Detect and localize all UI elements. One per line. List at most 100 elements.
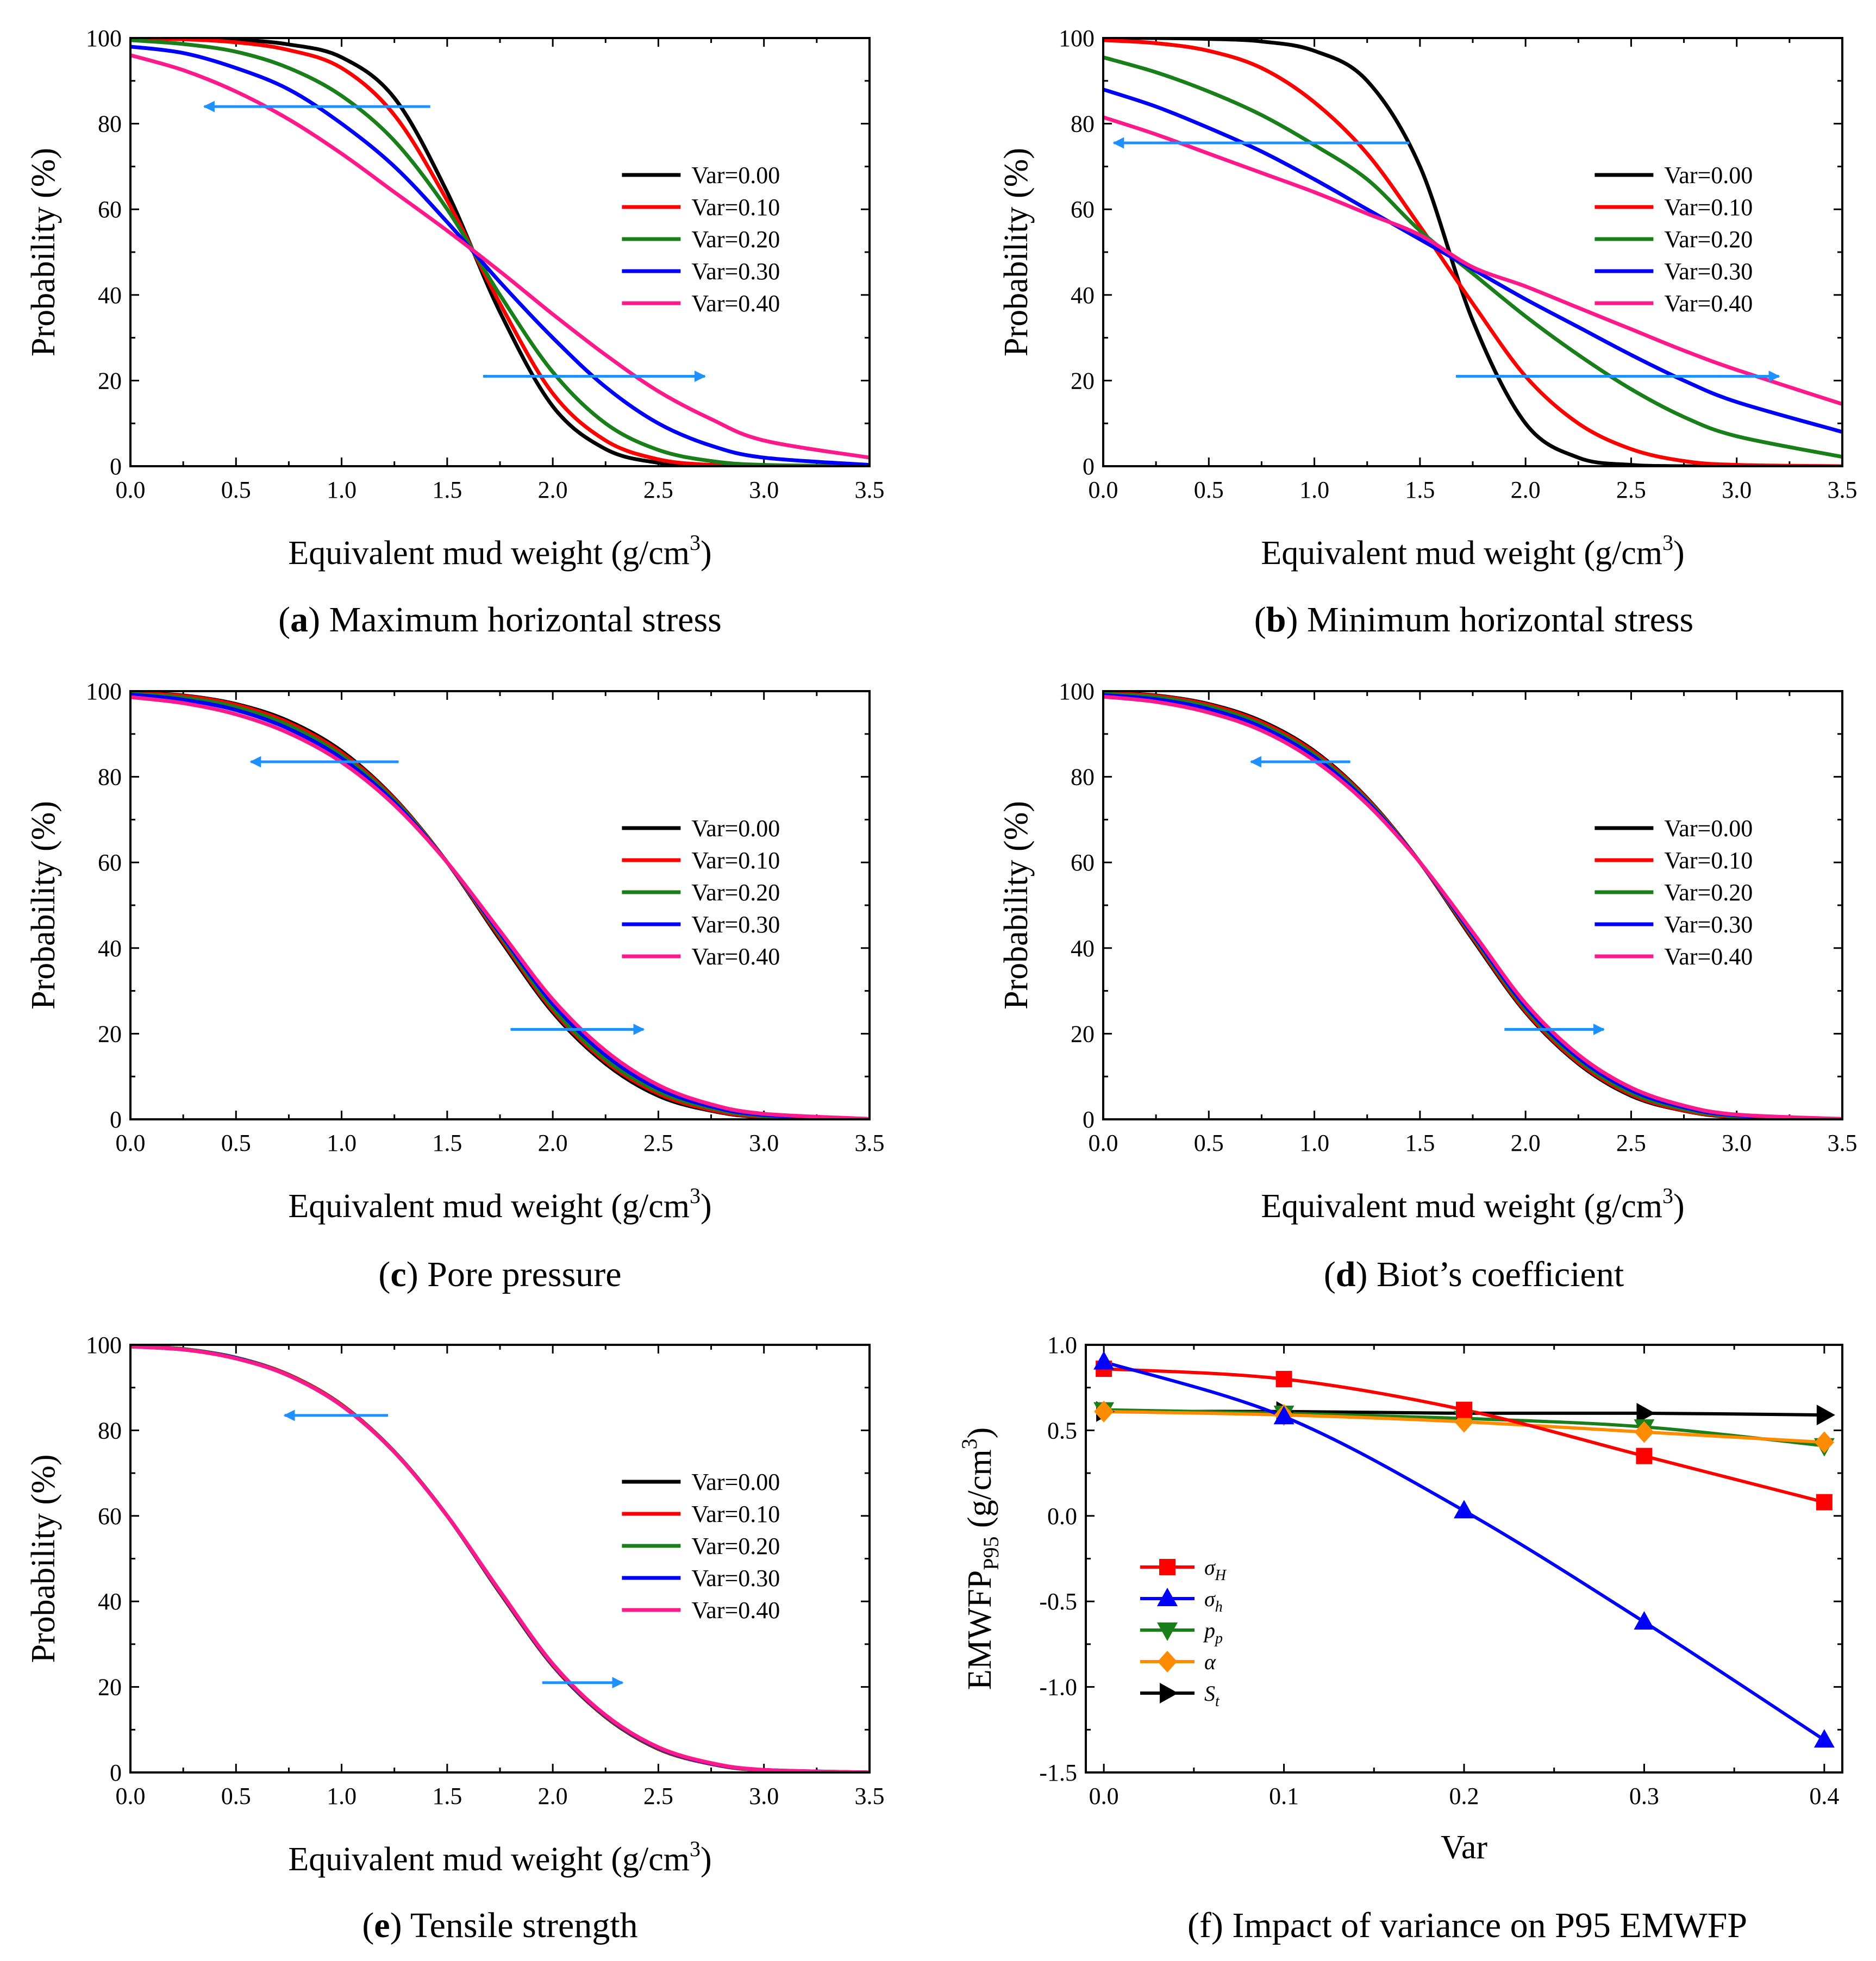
plot-frame (129, 1344, 871, 1774)
legend-label: Var=0.10 (1664, 847, 1753, 874)
marker-triangle-up (1273, 1406, 1295, 1425)
marker-diamond (1814, 1431, 1834, 1453)
x-axis-label: Equivalent mud weight (g/cm3) (1261, 1183, 1684, 1225)
y-axis-label: EMWFPP95 (g/cm3) (957, 1427, 1003, 1690)
y-axis-label: Probability (%) (25, 148, 62, 356)
series-line-Var-0.30 (130, 692, 870, 1119)
x-tick-label: 1.0 (327, 1783, 357, 1809)
caption-close: ) (308, 600, 320, 640)
panel-caption: (e) Tensile strength (362, 1906, 637, 1945)
x-tick-label: 0.5 (1194, 477, 1224, 503)
x-tick-label: 2.5 (643, 1130, 673, 1156)
series-line-Var-0.20 (1103, 55, 1842, 459)
x-tick-label: 1.0 (327, 477, 357, 503)
series-line-Var-0.10 (130, 691, 870, 1119)
legend-symbol: σ (1204, 1555, 1216, 1580)
series-line-Var-0.40 (130, 695, 870, 1119)
plot-frame (129, 690, 871, 1120)
legend-label: Var=0.00 (691, 162, 780, 189)
x-tick-label: 3.0 (749, 1783, 779, 1809)
series-line-Var-0.40 (1103, 115, 1842, 406)
caption-open: ( (378, 1255, 390, 1294)
x-axis-label-main: Equivalent mud weight (g/cm (288, 1841, 690, 1878)
marker-diamond (1158, 1651, 1177, 1672)
x-tick-label: 2.5 (1616, 477, 1646, 503)
series-group (1103, 691, 1842, 1119)
x-tick-label: 0.0 (116, 1130, 146, 1156)
legend-label: Var=0.20 (1664, 226, 1753, 253)
series-line-Var-0.30 (130, 45, 870, 466)
caption-close: ) (1356, 1255, 1368, 1294)
y-tick-label: 100 (1059, 678, 1095, 705)
x-axis-label-sup: 3 (690, 1183, 701, 1208)
x-tick-label: 0.0 (116, 1783, 146, 1809)
y-axis-label: Probability (%) (25, 1455, 62, 1663)
x-axis-label-end: ) (701, 535, 712, 572)
marker-diamond (1094, 1400, 1114, 1423)
legend-label: Var=0.00 (691, 815, 780, 842)
marker-square (1636, 1448, 1653, 1464)
marker-triangle-right (1816, 1405, 1835, 1426)
x-tick-label: 2.0 (538, 1130, 568, 1156)
x-axis-label: Equivalent mud weight (g/cm3) (288, 1837, 711, 1878)
marker-triangle-up (1814, 1729, 1835, 1748)
y-label-sup: 3 (957, 1438, 981, 1449)
y-tick-label: 80 (1071, 764, 1095, 791)
y-tick-label: 0 (1083, 453, 1095, 480)
x-tick-label: 2.5 (643, 477, 673, 503)
y-tick-label: 20 (1071, 1020, 1095, 1047)
x-tick-label: 2.0 (538, 1783, 568, 1809)
series-line-Var-0.40 (130, 1345, 870, 1772)
x-tick-label: 0.2 (1449, 1783, 1479, 1809)
y-tick-label: 100 (86, 1332, 122, 1358)
series-line-Var-0.10 (1103, 691, 1842, 1119)
x-axis-label-sup: 3 (690, 530, 701, 555)
x-tick-label: 0.4 (1809, 1783, 1839, 1809)
x-axis-label: Equivalent mud weight (g/cm3) (288, 530, 711, 572)
x-tick-label: 2.0 (1511, 477, 1541, 503)
legend-label: σh (1204, 1587, 1223, 1615)
series-line-Var-0.30 (1103, 693, 1842, 1119)
x-axis-label-main: Equivalent mud weight (g/cm (288, 535, 690, 572)
y-tick-label: 40 (1071, 282, 1095, 309)
panel-caption: (a) Maximum horizontal stress (278, 600, 722, 640)
series-group (1103, 38, 1842, 466)
x-tick-label: 0.5 (1194, 1130, 1224, 1156)
marker-triangle-up (1634, 1611, 1655, 1630)
legend-symbol: α (1204, 1650, 1216, 1674)
series-group (130, 691, 870, 1119)
caption-letter: b (1266, 600, 1286, 640)
y-tick-label: 20 (98, 1674, 122, 1701)
caption-open: ( (278, 600, 290, 640)
y-label-unit: (g/cm (961, 1449, 998, 1536)
marker-triangle-right (1636, 1402, 1655, 1424)
legend-label: Var=0.30 (1664, 258, 1753, 285)
x-tick-label: 1.0 (327, 1130, 357, 1156)
y-label-sub: P95 (979, 1537, 1003, 1570)
legend-label: Var=0.40 (691, 1597, 780, 1624)
marker-diamond (1634, 1421, 1654, 1443)
caption-text: (f) Impact of variance on P95 EMWFP (1187, 1906, 1747, 1945)
y-axis-label: Probability (%) (25, 801, 62, 1010)
panel-caption: (c) Pore pressure (378, 1255, 621, 1294)
y-tick-label: 60 (98, 849, 122, 876)
x-axis-label: Var (1441, 1829, 1487, 1866)
legend-label: Var=0.40 (691, 290, 780, 317)
marker-square (1275, 1370, 1292, 1387)
legend-label: α (1204, 1650, 1216, 1674)
caption-text: Maximum horizontal stress (320, 600, 722, 640)
series-line-Var-0.00 (130, 691, 870, 1119)
x-axis-label-sup: 3 (690, 1837, 701, 1861)
x-tick-label: 1.5 (1405, 477, 1435, 503)
marker-triangle-up (1454, 1500, 1474, 1519)
legend-label: Var=0.20 (691, 879, 780, 906)
x-axis-label-end: ) (701, 1188, 712, 1225)
caption-close: ) (390, 1906, 402, 1945)
series-line-Var-0.20 (130, 692, 870, 1119)
x-tick-label: 0.1 (1269, 1783, 1299, 1809)
x-axis-label-main: Equivalent mud weight (g/cm (1261, 1188, 1662, 1225)
marker-triangle-down (1157, 1622, 1178, 1641)
marker-square (1816, 1494, 1833, 1511)
x-tick-label: 2.5 (643, 1783, 673, 1809)
